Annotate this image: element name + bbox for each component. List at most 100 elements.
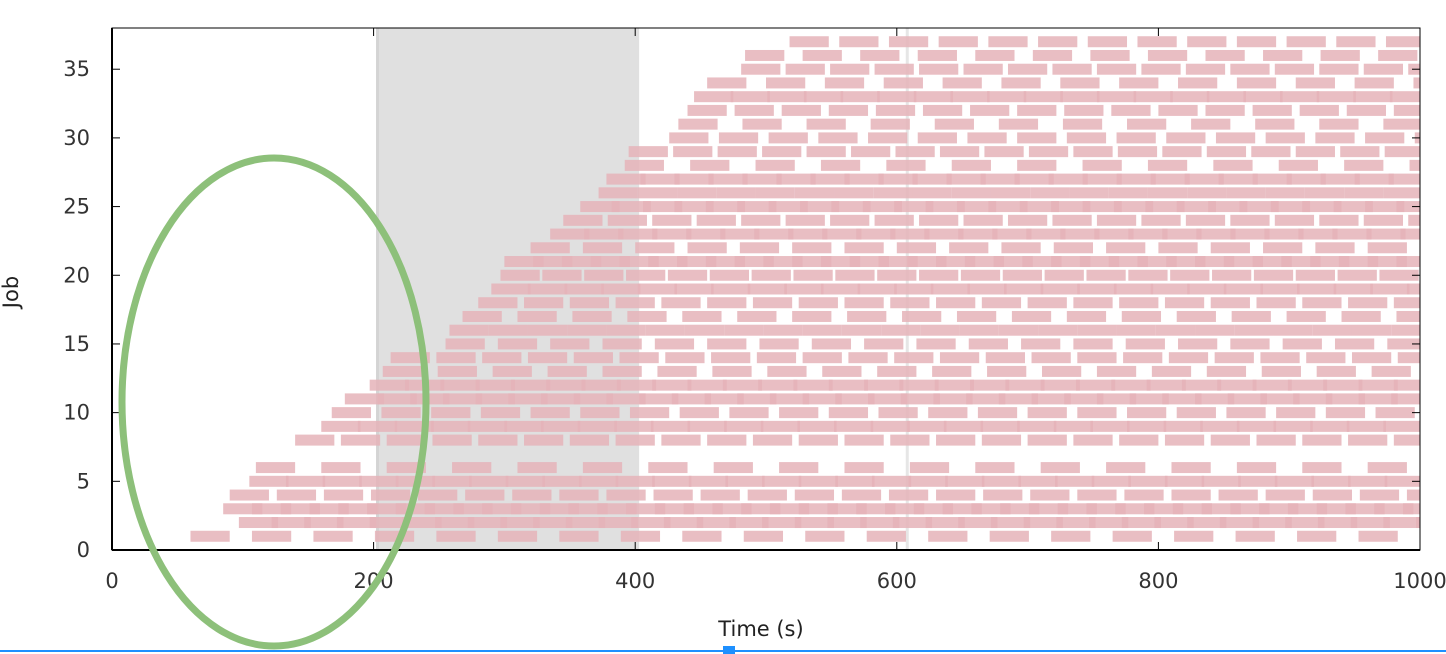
job-30-bar-10	[1166, 132, 1206, 144]
job-3-bar-38	[1316, 503, 1356, 515]
job-33-bar-6	[913, 91, 954, 103]
job-1-bar-9	[743, 530, 784, 542]
job-29-bar-12	[1162, 146, 1202, 158]
job-19-bar-12	[930, 283, 971, 295]
job-2-bar-32	[1285, 517, 1325, 529]
job-12-bar-24	[1217, 379, 1257, 391]
job-13-bar-14	[1151, 365, 1192, 377]
job-25-bar-23	[1302, 201, 1342, 213]
job-11-bar-8	[606, 393, 646, 405]
job-2-bar-23	[990, 517, 1031, 529]
job-22-bar-5	[792, 242, 832, 254]
job-11-bar-6	[541, 393, 581, 405]
job-26-bar-3	[716, 187, 756, 199]
job-31-bar-2	[806, 118, 846, 130]
job-12-bar-10	[722, 379, 763, 391]
job-5-bar-11	[652, 475, 692, 487]
job-3-bar-22	[856, 503, 896, 515]
job-14-bar-21	[1351, 352, 1392, 364]
job-9-bar-19	[1017, 420, 1057, 432]
job-3-bar-7	[424, 503, 464, 515]
job-3-bar-35	[1230, 503, 1270, 515]
job-3-bar-14	[626, 503, 666, 515]
job-25-bar-2	[643, 201, 683, 213]
job-37-bar-3	[938, 36, 978, 48]
job-34-bar-2	[824, 77, 865, 89]
job-20-bar-8	[835, 269, 875, 281]
job-17-bar-3	[627, 310, 667, 322]
job-25-bar-10	[894, 201, 934, 213]
job-31-bar-1	[742, 118, 782, 130]
job-9-bar-15	[870, 420, 910, 432]
job-28-bar-4	[886, 159, 926, 171]
job-35-bar-1	[785, 63, 825, 75]
job-5-bar-20	[981, 475, 1022, 487]
job-18-bar-2	[569, 297, 610, 309]
job-3-bar-23	[885, 503, 925, 515]
job-15-bar-14	[1178, 338, 1218, 350]
job-36-bar-5	[1032, 49, 1073, 61]
job-27-bar-11	[980, 173, 1020, 185]
job-3-bar-21	[827, 503, 867, 515]
job-18-bar-0	[478, 297, 518, 309]
job-10-bar-17	[1176, 407, 1216, 419]
job-3-bar-28	[1028, 503, 1069, 515]
job-23-bar-24	[1366, 228, 1406, 240]
job-16-bar-8	[763, 324, 803, 336]
job-4-bar-24	[1359, 489, 1400, 501]
job-17-bar-8	[902, 310, 942, 322]
job-22-bar-2	[635, 242, 675, 254]
job-14-bar-11	[894, 352, 934, 364]
job-14-bar-13	[985, 352, 1025, 364]
job-12-bar-13	[828, 379, 869, 391]
job-20-bar-6	[751, 269, 791, 281]
job-3-bar-37	[1287, 503, 1328, 515]
job-9-bar-16	[907, 420, 947, 432]
job-12-bar-8	[652, 379, 692, 391]
job-10-bar-16	[1127, 407, 1167, 419]
job-11-bar-5	[508, 393, 548, 405]
job-32-bar-15	[1393, 104, 1420, 116]
job-37-bar-11	[1336, 36, 1376, 48]
job-14-bar-16	[1123, 352, 1163, 364]
job-3-bar-0	[223, 503, 263, 515]
job-21-bar-29	[1338, 256, 1379, 268]
job-26-bar-4	[755, 187, 795, 199]
job-28-bar-3	[820, 159, 861, 171]
x-tick-label-1000: 1000	[1393, 569, 1446, 593]
job-10-bar-15	[1077, 407, 1117, 419]
job-17-bar-12	[1121, 310, 1162, 322]
job-20-bar-15	[1128, 269, 1168, 281]
job-16-bar-5	[645, 324, 685, 336]
job-14-bar-6	[665, 352, 705, 364]
job-8-bar-5	[524, 434, 564, 446]
job-21-bar-1	[533, 256, 573, 268]
job-14-bar-12	[939, 352, 980, 364]
job-29-bar-16	[1340, 146, 1380, 158]
job-9-bar-18	[980, 420, 1020, 432]
job-14-bar-9	[802, 352, 842, 364]
job-10-bar-0	[331, 407, 371, 419]
job-30-bar-0	[669, 132, 709, 144]
job-17-bar-13	[1176, 310, 1216, 322]
job-24-bar-13	[1141, 214, 1181, 226]
job-15-bar-16	[1282, 338, 1322, 350]
job-22-bar-9	[1001, 242, 1041, 254]
job-13-bar-7	[767, 365, 807, 377]
job-19-bar-14	[1004, 283, 1044, 295]
job-11-bar-0	[344, 393, 385, 405]
job-5-bar-0	[249, 475, 289, 487]
job-4-bar-19	[1124, 489, 1164, 501]
job-27-bar-0	[606, 173, 646, 185]
job-16-bar-18	[1155, 324, 1196, 336]
job-12-bar-19	[1040, 379, 1080, 391]
job-30-bar-6	[967, 132, 1007, 144]
job-18-bar-3	[615, 297, 655, 309]
job-24-bar-5	[785, 214, 825, 226]
job-14-bar-18	[1214, 352, 1254, 364]
job-11-bar-12	[737, 393, 777, 405]
job-5-bar-3	[359, 475, 399, 487]
job-3-bar-12	[568, 503, 608, 515]
job-16-bar-2	[527, 324, 568, 336]
resize-handle[interactable]	[723, 646, 735, 654]
